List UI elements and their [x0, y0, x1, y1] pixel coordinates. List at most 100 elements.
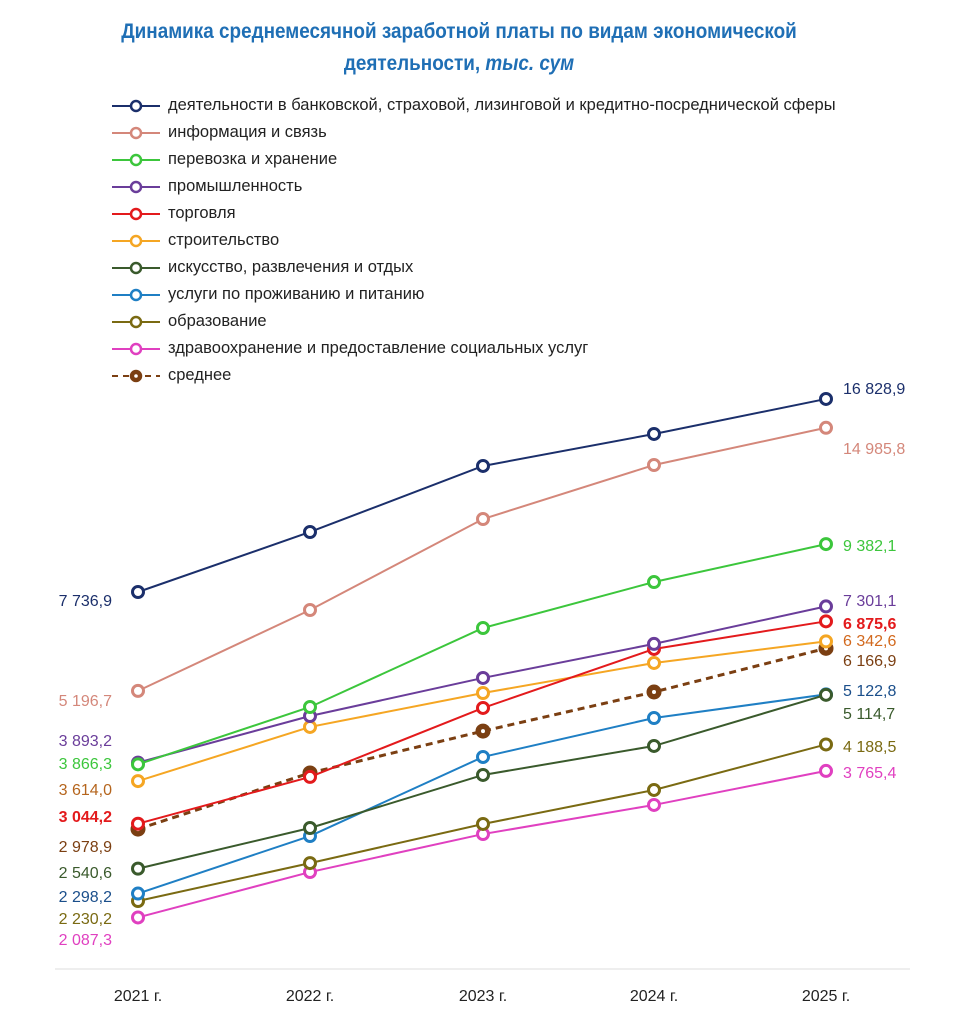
chart-title-line2: деятельности, тыс. сум [0, 52, 918, 76]
data-point [476, 816, 490, 831]
data-label-2025: 14 985,8 [843, 441, 905, 458]
data-point-center [481, 729, 485, 734]
data-label-2021: 2 978,9 [59, 839, 112, 856]
legend-item: искусство, развлечения и отдых [112, 254, 836, 281]
legend-item: образование [112, 308, 836, 335]
x-tick-label: 2025 г. [802, 988, 850, 1005]
legend-marker-icon [112, 126, 160, 139]
legend-marker-icon [112, 153, 160, 166]
data-label-2021: 5 196,7 [59, 693, 112, 710]
series-line [137, 397, 827, 593]
data-label-2021: 3 893,2 [59, 733, 112, 750]
legend-label: перевозка и хранение [168, 150, 338, 168]
legend-label: информация и связь [168, 123, 327, 141]
data-point [647, 710, 661, 725]
data-point [819, 537, 833, 552]
data-point [303, 719, 317, 734]
data-label-2025: 4 188,5 [843, 739, 896, 756]
data-point [647, 636, 661, 651]
legend-marker-icon [112, 369, 160, 382]
legend-label: образование [168, 312, 267, 330]
data-point [819, 687, 833, 702]
data-point [476, 670, 490, 685]
legend-item: услуги по проживанию и питанию [112, 281, 836, 308]
legend-item: среднее [112, 362, 836, 389]
data-label-2021: 2 540,6 [59, 865, 112, 882]
x-tick-label: 2022 г. [286, 988, 334, 1005]
data-point [303, 821, 317, 836]
data-label-2025: 16 828,9 [843, 381, 905, 398]
data-point [819, 737, 833, 752]
data-label-2025: 9 382,1 [843, 538, 896, 555]
data-point [131, 585, 145, 599]
legend-item: строительство [112, 227, 836, 254]
legend-marker-icon [112, 234, 160, 247]
legend-marker-icon [112, 261, 160, 274]
data-point [131, 757, 145, 772]
data-point [819, 634, 833, 649]
data-label-2025: 5 114,7 [843, 706, 895, 723]
legend-label: здравоохранение и предоставление социаль… [168, 339, 589, 357]
data-point [476, 700, 490, 715]
legend-label: услуги по проживанию и питанию [168, 285, 425, 303]
data-point [476, 458, 490, 473]
legend-marker-icon [112, 180, 160, 193]
data-point [303, 856, 317, 871]
legend-label: искусство, развлечения и отдых [168, 258, 414, 276]
legend-item: торговля [112, 200, 836, 227]
data-point [131, 774, 145, 789]
data-point [647, 575, 661, 590]
legend-item: информация и связь [112, 119, 836, 146]
legend-marker-icon [112, 99, 160, 112]
data-point [819, 599, 833, 614]
data-label-2021: 3 614,0 [59, 782, 112, 799]
x-tick-label: 2021 г. [114, 988, 162, 1005]
data-point [819, 763, 833, 778]
data-point [647, 655, 661, 670]
legend-label: деятельности в банковской, страховой, ли… [168, 96, 836, 114]
legend-label: торговля [168, 204, 236, 222]
data-label-2025: 3 765,4 [843, 765, 896, 782]
data-label-2021: 2 230,2 [59, 911, 112, 928]
data-point [476, 511, 490, 526]
data-point [303, 769, 317, 784]
data-point [647, 782, 661, 797]
title-unit: тыс. сум [485, 52, 575, 75]
data-label-2025: 5 122,8 [843, 683, 896, 700]
legend-item: здравоохранение и предоставление социаль… [112, 335, 836, 362]
data-point [647, 797, 661, 812]
legend-label: среднее [168, 366, 232, 384]
data-point [819, 391, 833, 406]
title-text: деятельности, [343, 52, 481, 75]
data-label-2021: 3 044,2 [59, 809, 112, 826]
data-label-2021: 2 298,2 [59, 889, 112, 906]
data-point [819, 420, 833, 435]
legend-item: перевозка и хранение [112, 146, 836, 173]
legend-item: промышленность [112, 173, 836, 200]
data-point [131, 683, 145, 698]
data-point [303, 699, 317, 714]
chart-title: Динамика среднемесячной заработной платы… [121, 20, 797, 43]
legend-label: строительство [168, 231, 280, 249]
data-point [131, 816, 145, 831]
data-label-2025: 6 166,9 [843, 653, 896, 670]
data-point [819, 614, 833, 629]
data-point [131, 910, 145, 925]
data-label-2021: 3 866,3 [59, 756, 112, 773]
data-label-2025: 7 301,1 [843, 593, 896, 610]
legend-marker-icon [112, 288, 160, 301]
data-point [647, 426, 661, 441]
data-label-2025: 6 342,6 [843, 633, 896, 650]
data-point [131, 886, 145, 901]
x-tick-label: 2024 г. [630, 988, 678, 1005]
legend-item: деятельности в банковской, страховой, ли… [112, 92, 836, 119]
data-point [303, 603, 317, 618]
data-point [647, 458, 661, 473]
data-point [476, 686, 490, 701]
data-point [131, 861, 145, 876]
data-label-2021: 7 736,9 [59, 593, 112, 610]
data-point-center [652, 689, 656, 694]
data-label-2021: 2 087,3 [59, 932, 112, 949]
data-label-2025: 6 875,6 [843, 616, 896, 633]
